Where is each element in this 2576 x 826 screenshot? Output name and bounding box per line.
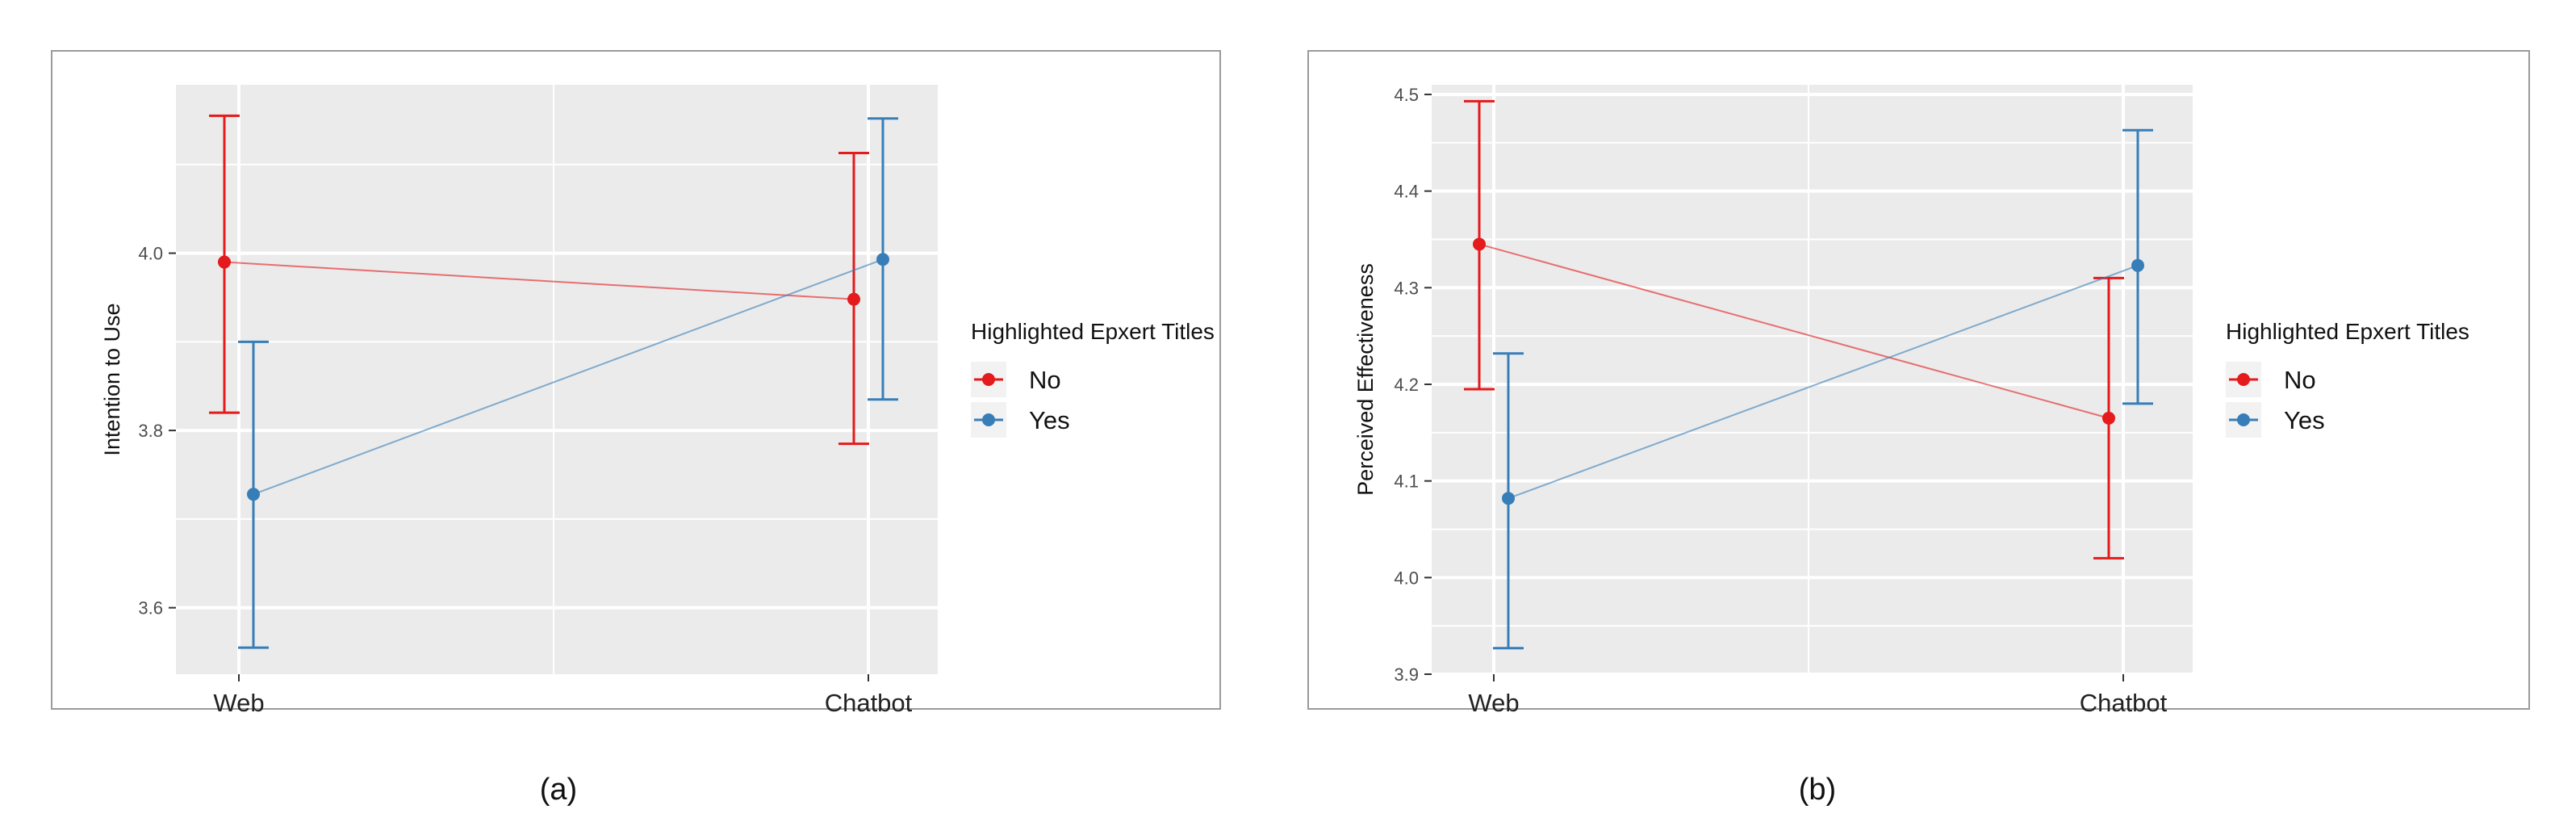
plot-background bbox=[176, 85, 938, 674]
legend-label: No bbox=[2284, 366, 2316, 394]
data-point bbox=[876, 253, 889, 266]
legend-label: Yes bbox=[1029, 406, 1070, 434]
y-tick-label: 3.6 bbox=[138, 598, 163, 618]
legend-label: Yes bbox=[2284, 406, 2325, 434]
y-axis-title: Perceived Effectiveness bbox=[1353, 263, 1378, 496]
y-tick-label: 3.9 bbox=[1394, 665, 1419, 685]
legend-label: No bbox=[1029, 366, 1061, 394]
legend-title: Highlighted Epxert Titles bbox=[971, 319, 1215, 344]
x-tick-label: Chatbot bbox=[2080, 689, 2168, 717]
x-tick-label: Chatbot bbox=[825, 689, 913, 717]
y-tick-label: 4.1 bbox=[1394, 472, 1419, 492]
series-line bbox=[1478, 243, 2110, 419]
series-line bbox=[253, 258, 884, 496]
series-line bbox=[1508, 264, 2139, 500]
legend-key-point bbox=[982, 373, 995, 386]
data-point bbox=[1473, 237, 1486, 251]
data-point bbox=[1502, 492, 1515, 505]
y-tick-label: 4.4 bbox=[1394, 182, 1419, 202]
chart-panel-1: 3.6 3.8 4.0 Web Chatbot Intention to Use Highl… bbox=[51, 50, 1221, 807]
data-point bbox=[2102, 411, 2115, 425]
x-tick-label: Web bbox=[1468, 689, 1519, 717]
plot-background bbox=[1432, 85, 2193, 674]
series-line bbox=[224, 261, 855, 300]
legend-key-point bbox=[982, 413, 995, 426]
y-tick-label: 4.0 bbox=[138, 244, 163, 264]
y-axis-title: Intention to Use bbox=[100, 303, 124, 455]
legend: Highlighted Epxert Titles No Yes bbox=[2226, 319, 2469, 438]
y-tick-label: 4.2 bbox=[1394, 375, 1419, 395]
legend-key-point bbox=[2237, 413, 2250, 426]
x-tick-label: Web bbox=[213, 689, 264, 717]
legend: Highlighted Epxert Titles No Yes bbox=[971, 319, 1215, 438]
data-point bbox=[847, 292, 860, 306]
data-point bbox=[247, 488, 260, 501]
y-tick-label: 4.3 bbox=[1394, 278, 1419, 298]
y-tick-label: 4.5 bbox=[1394, 85, 1419, 105]
chart-panel-2: 3.9 4.0 4.1 4.2 4.3 4.4 4.5 Web Chatbot Perceived… bbox=[1307, 50, 2530, 807]
y-tick-label: 4.0 bbox=[1394, 568, 1419, 588]
y-tick-label: 3.8 bbox=[138, 421, 163, 441]
legend-key-point bbox=[2237, 373, 2250, 386]
panel-caption: (b) bbox=[1799, 773, 1836, 807]
data-point bbox=[218, 255, 231, 269]
data-point bbox=[2131, 258, 2144, 272]
panel-caption: (a) bbox=[540, 773, 577, 807]
legend-title: Highlighted Epxert Titles bbox=[2226, 319, 2469, 344]
